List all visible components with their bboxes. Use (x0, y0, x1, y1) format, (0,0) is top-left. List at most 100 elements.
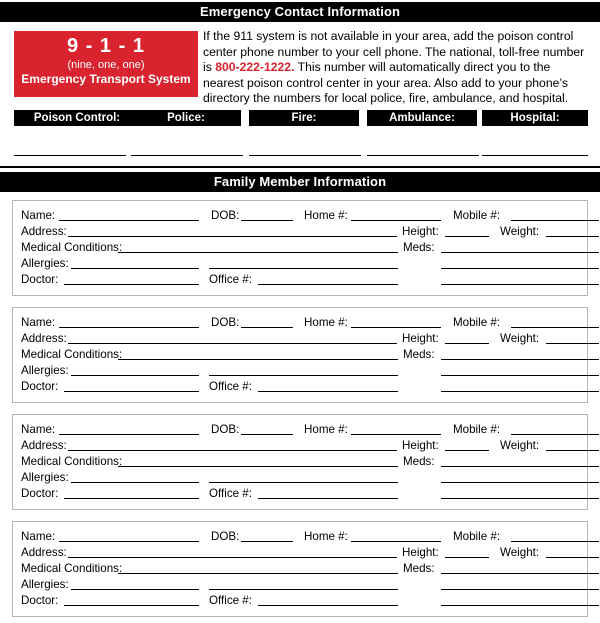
field-input-height[interactable] (445, 557, 489, 558)
contact-label-fire: Fire: (249, 110, 359, 126)
field-label-home-number: Home #: (304, 209, 348, 222)
field-label-weight: Weight: (500, 546, 540, 559)
section-header-emergency-contact: Emergency Contact Information (0, 2, 600, 22)
field-input-meds-continued-2[interactable] (441, 498, 599, 499)
field-input-meds[interactable] (441, 573, 599, 574)
field-input-office-number[interactable] (258, 284, 398, 285)
field-label-address: Address: (21, 332, 67, 345)
field-input-address[interactable] (68, 450, 397, 451)
field-input-meds-continued-2[interactable] (441, 391, 599, 392)
field-input-allergies[interactable] (71, 375, 199, 376)
field-input-weight[interactable] (546, 557, 599, 558)
field-label-weight: Weight: (500, 225, 540, 238)
contact-writein-line[interactable] (14, 155, 126, 156)
field-input-address[interactable] (68, 557, 397, 558)
callout-911-spelled: (nine, one, one) (67, 59, 145, 71)
field-input-meds-continued[interactable] (441, 268, 599, 269)
field-input-home-number[interactable] (351, 327, 441, 328)
field-input-mobile-number[interactable] (511, 541, 599, 542)
field-input-meds-continued-2[interactable] (441, 284, 599, 285)
family-member-fields: Name: DOB: Home #: Mobile #: Address: Height:… (13, 522, 599, 616)
field-input-dob[interactable] (241, 220, 293, 221)
callout-911-number: 9 - 1 - 1 (67, 35, 145, 57)
field-input-meds[interactable] (441, 466, 599, 467)
field-input-allergies[interactable] (71, 268, 199, 269)
field-input-name[interactable] (59, 541, 199, 542)
contact-writein-line[interactable] (249, 155, 361, 156)
field-input-office-number[interactable] (258, 605, 398, 606)
field-label-medical-conditions: Medical Conditions: (21, 455, 123, 468)
field-input-height[interactable] (445, 343, 489, 344)
field-label-doctor: Doctor: (21, 487, 59, 500)
field-input-allergies[interactable] (71, 589, 199, 590)
field-input-meds-continued[interactable] (441, 589, 599, 590)
poison-control-phone-number: 800-222-1222. (215, 60, 295, 75)
contact-writein-line[interactable] (482, 155, 588, 156)
field-input-weight[interactable] (546, 343, 599, 344)
field-input-doctor[interactable] (64, 605, 199, 606)
contact-label-ambulance: Ambulance: (367, 110, 477, 126)
field-input-dob[interactable] (241, 434, 293, 435)
field-input-mobile-number[interactable] (511, 220, 599, 221)
field-input-address[interactable] (68, 236, 397, 237)
field-input-allergies-continued[interactable] (209, 589, 398, 590)
field-label-doctor: Doctor: (21, 594, 59, 607)
field-input-allergies-continued[interactable] (209, 268, 398, 269)
field-label-office-number: Office #: (209, 487, 252, 500)
field-input-weight[interactable] (546, 236, 599, 237)
field-input-doctor[interactable] (64, 284, 199, 285)
field-input-meds-continued[interactable] (441, 375, 599, 376)
field-input-meds[interactable] (441, 359, 599, 360)
field-input-name[interactable] (59, 434, 199, 435)
contact-writein-line[interactable] (131, 155, 243, 156)
field-label-mobile-number: Mobile #: (453, 209, 501, 222)
field-input-medical-conditions[interactable] (118, 359, 398, 360)
field-input-dob[interactable] (241, 327, 293, 328)
field-label-medical-conditions: Medical Conditions: (21, 241, 123, 254)
field-input-name[interactable] (59, 327, 199, 328)
field-input-allergies-continued[interactable] (209, 482, 398, 483)
field-label-weight: Weight: (500, 439, 540, 452)
field-label-home-number: Home #: (304, 316, 348, 329)
field-input-allergies-continued[interactable] (209, 375, 398, 376)
field-input-home-number[interactable] (351, 220, 441, 221)
field-input-office-number[interactable] (258, 391, 398, 392)
field-input-height[interactable] (445, 236, 489, 237)
field-input-address[interactable] (68, 343, 397, 344)
family-member-block: Name: DOB: Home #: Mobile #: Address: Height:… (12, 200, 599, 296)
field-label-dob: DOB: (211, 316, 240, 329)
field-label-name: Name: (21, 423, 56, 436)
field-input-medical-conditions[interactable] (118, 573, 398, 574)
field-input-doctor[interactable] (64, 498, 199, 499)
field-label-height: Height: (402, 546, 439, 559)
field-label-dob: DOB: (211, 209, 240, 222)
field-input-home-number[interactable] (351, 541, 441, 542)
field-input-doctor[interactable] (64, 391, 199, 392)
field-label-allergies: Allergies: (21, 257, 69, 270)
callout-911-subtitle: Emergency Transport System (21, 72, 191, 86)
field-input-medical-conditions[interactable] (118, 252, 398, 253)
field-label-office-number: Office #: (209, 273, 252, 286)
family-member-fields: Name: DOB: Home #: Mobile #: Address: Height:… (13, 201, 599, 295)
field-label-address: Address: (21, 439, 67, 452)
field-label-mobile-number: Mobile #: (453, 530, 501, 543)
field-input-medical-conditions[interactable] (118, 466, 398, 467)
contact-writein-line[interactable] (367, 155, 479, 156)
section-divider-rule (0, 166, 600, 168)
field-input-home-number[interactable] (351, 434, 441, 435)
field-input-height[interactable] (445, 450, 489, 451)
field-input-mobile-number[interactable] (511, 327, 599, 328)
field-input-meds-continued[interactable] (441, 482, 599, 483)
field-label-name: Name: (21, 530, 56, 543)
field-input-mobile-number[interactable] (511, 434, 599, 435)
field-label-dob: DOB: (211, 423, 240, 436)
field-input-name[interactable] (59, 220, 199, 221)
field-input-allergies[interactable] (71, 482, 199, 483)
field-input-dob[interactable] (241, 541, 293, 542)
field-input-office-number[interactable] (258, 498, 398, 499)
field-input-weight[interactable] (546, 450, 599, 451)
field-input-meds-continued-2[interactable] (441, 605, 599, 606)
field-input-meds[interactable] (441, 252, 599, 253)
contact-label-police: Police: (131, 110, 241, 126)
